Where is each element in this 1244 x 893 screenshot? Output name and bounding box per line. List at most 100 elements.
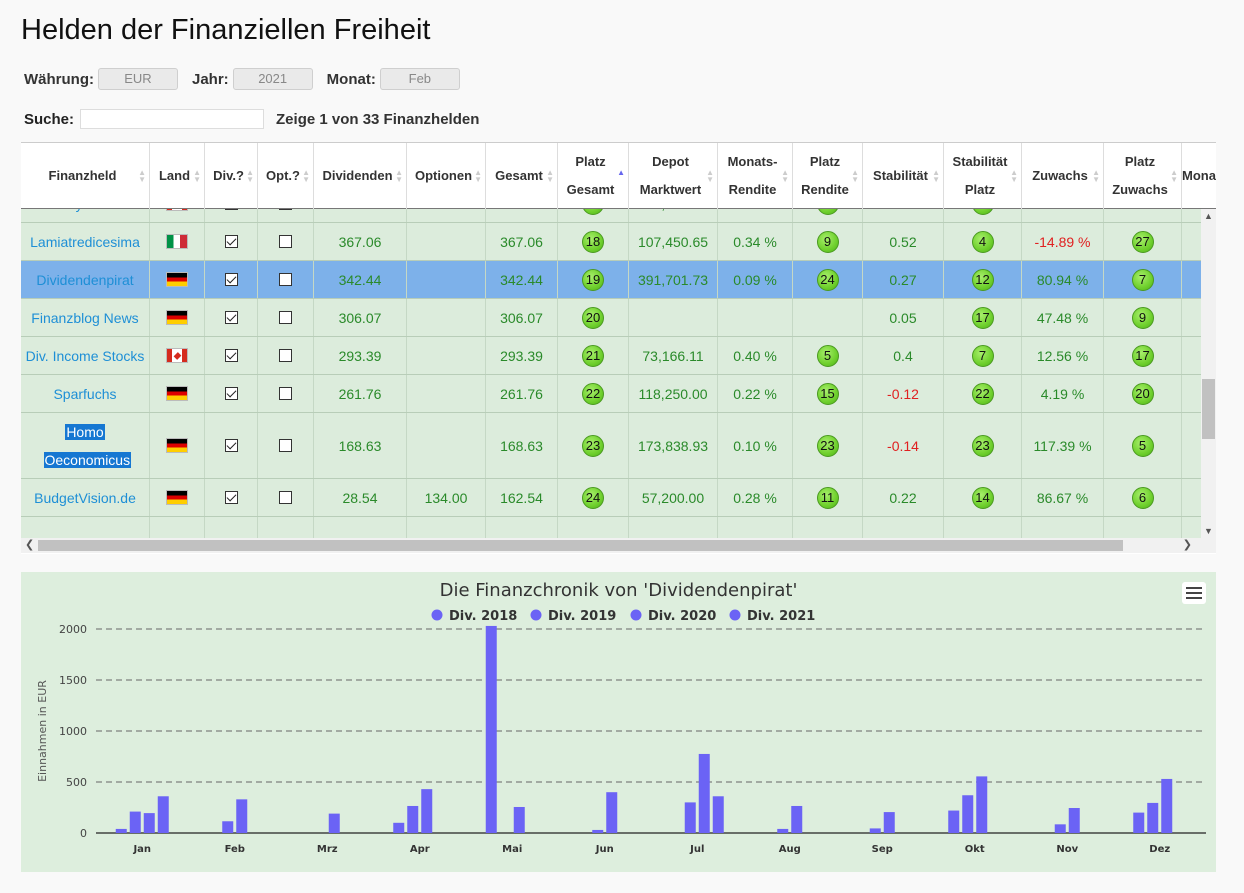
year-select[interactable]: 2021	[232, 68, 313, 90]
sort-icon[interactable]: ▲ ▼	[138, 168, 146, 184]
sort-icon[interactable]: ▲ ▼	[546, 168, 554, 184]
legend-item[interactable]: Div. 2021	[747, 609, 815, 624]
bar-div-2020-jun[interactable]	[606, 792, 618, 833]
horizontal-scroll-thumb[interactable]	[38, 540, 1123, 551]
search-input[interactable]	[80, 109, 265, 129]
bar-div-2019-apr[interactable]	[407, 805, 419, 833]
bar-div-2019-jul[interactable]	[684, 802, 696, 833]
hero-name-link[interactable]: Sparfuchs	[53, 385, 117, 402]
bar-div-2018-mai[interactable]	[485, 625, 497, 833]
sort-icon[interactable]: ▲ ▼	[302, 168, 310, 184]
column-header-stabilitaet[interactable]: Stabilität ▲ ▼	[863, 143, 944, 209]
legend-marker[interactable]	[630, 609, 642, 621]
hero-name-link[interactable]: BudgetVision.de	[34, 489, 136, 506]
vertical-scroll-thumb[interactable]	[1202, 379, 1215, 439]
sort-icon[interactable]: ▲ ▼	[1010, 168, 1018, 184]
column-header-depot[interactable]: Depot Marktwert ▲ ▼	[629, 143, 718, 209]
currency-select[interactable]: EUR	[97, 68, 178, 90]
hero-name-link[interactable]: Money Master	[41, 209, 130, 218]
column-header-platz_rendite[interactable]: Platz Rendite ▲ ▼	[793, 143, 863, 209]
scroll-left-icon[interactable]: ❮	[25, 539, 35, 551]
table-row[interactable]: Money Master 380.58 380.58 17 298,586.64 0.13…	[21, 209, 1201, 223]
bar-div-2019-jun[interactable]	[592, 829, 604, 833]
scroll-up-icon[interactable]: ▲	[1204, 211, 1213, 221]
hero-name-link[interactable]: Finanzblog News	[31, 309, 139, 326]
bar-div-2019-aug[interactable]	[777, 828, 789, 833]
sort-icon[interactable]: ▲ ▼	[932, 168, 940, 184]
bar-div-2020-nov[interactable]	[1068, 808, 1080, 833]
cell-name[interactable]: Homo Oeconomicus	[21, 413, 150, 478]
column-header-platz_stab[interactable]: Stabilität Platz ▲ ▼	[944, 143, 1022, 209]
table-row[interactable]	[21, 517, 1201, 538]
bar-div-2020-mrz[interactable]	[328, 813, 340, 833]
table-row[interactable]: Lamiatredicesima 367.06 367.06 18 107,450.65…	[21, 223, 1201, 261]
table-row[interactable]: Homo Oeconomicus 168.63 168.63 23 173,838.93 0…	[21, 413, 1201, 479]
sort-icon[interactable]: ▲ ▼	[781, 168, 789, 184]
column-header-mona[interactable]: Mona	[1182, 143, 1216, 209]
sort-icon[interactable]: ▲ ▼	[395, 168, 403, 184]
sort-icon[interactable]: ▲ ▼	[1170, 168, 1178, 184]
sort-icon[interactable]: ▲ ▼	[474, 168, 482, 184]
column-header-opt[interactable]: Opt.? ▲ ▼	[258, 143, 314, 209]
bar-div-2019-jan[interactable]	[129, 811, 141, 833]
column-header-zuwachs[interactable]: Zuwachs ▲ ▼	[1022, 143, 1104, 209]
bar-div-2019-okt[interactable]	[962, 795, 974, 833]
column-header-optionen[interactable]: Optionen ▲ ▼	[407, 143, 486, 209]
bar-div-2020-aug[interactable]	[791, 805, 803, 833]
column-header-div[interactable]: Div.? ▲ ▼	[205, 143, 258, 209]
table-row[interactable]: Dividendenpirat 342.44 342.44 19 391,701.73 0…	[21, 261, 1201, 299]
table-row[interactable]: Div. Income Stocks 293.39 293.39 21 73,166.1…	[21, 337, 1201, 375]
column-header-platz_zuwachs[interactable]: Platz Zuwachs ▲ ▼	[1104, 143, 1182, 209]
bar-div-2019-dez[interactable]	[1147, 802, 1159, 833]
hero-name-link[interactable]: Lamiatredicesima	[30, 233, 140, 250]
legend-marker[interactable]	[530, 609, 542, 621]
scroll-down-icon[interactable]: ▼	[1204, 526, 1213, 536]
column-header-dividenden[interactable]: Dividenden ▲ ▼	[314, 143, 407, 209]
cell-name[interactable]: Lamiatredicesima	[21, 223, 150, 260]
cell-name[interactable]: BudgetVision.de	[21, 479, 150, 516]
sort-icon[interactable]: ▲ ▼	[246, 168, 254, 184]
column-header-land[interactable]: Land ▲ ▼	[150, 143, 205, 209]
cell-name[interactable]: Div. Income Stocks	[21, 337, 150, 374]
bar-div-2018-dez[interactable]	[1133, 812, 1145, 833]
bar-div-2020-dez[interactable]	[1161, 778, 1173, 833]
scroll-right-icon[interactable]: ❯	[1182, 539, 1192, 551]
sort-icon[interactable]: ▲ ▼	[706, 168, 714, 184]
bar-div-2018-jan[interactable]	[115, 828, 127, 833]
table-row[interactable]: BudgetVision.de 28.54 134.00 162.54 24 57,200…	[21, 479, 1201, 517]
bar-div-2020-jul[interactable]	[698, 753, 710, 833]
table-body[interactable]: Money Master 380.58 380.58 17 298,586.64 0.13…	[21, 209, 1201, 538]
bar-div-2019-feb[interactable]	[222, 821, 234, 833]
legend-item[interactable]: Div. 2018	[449, 609, 517, 624]
horizontal-scrollbar[interactable]: ❮ ❯	[21, 538, 1216, 553]
sort-icon[interactable]: ▲ ▼	[193, 168, 201, 184]
sort-icon[interactable]: ▲ ▼	[851, 168, 859, 184]
hero-name-link[interactable]: Dividendenpirat	[36, 271, 134, 288]
vertical-scrollbar[interactable]: ▲ ▼	[1201, 209, 1216, 538]
bar-div-2019-nov[interactable]	[1054, 824, 1066, 833]
bar-div-2020-feb[interactable]	[236, 799, 248, 833]
chart-menu-icon[interactable]	[1182, 582, 1206, 604]
column-header-name[interactable]: Finanzheld ▲ ▼	[21, 143, 150, 209]
legend-item[interactable]: Div. 2019	[548, 609, 616, 624]
bar-div-2020-mai[interactable]	[513, 806, 525, 833]
bar-div-2020-sep[interactable]	[883, 812, 895, 833]
legend-marker[interactable]	[431, 609, 443, 621]
cell-name[interactable]	[21, 517, 150, 538]
cell-name[interactable]: Sparfuchs	[21, 375, 150, 412]
bar-div-2020-okt[interactable]	[976, 776, 988, 833]
bar-div-2020-jan[interactable]	[143, 813, 155, 833]
bar-div-2018-okt[interactable]	[948, 810, 960, 833]
column-header-rendite[interactable]: Monats- Rendite ▲ ▼	[718, 143, 793, 209]
legend-marker[interactable]	[729, 609, 741, 621]
bar-div-2020-apr[interactable]	[421, 789, 433, 833]
bar-div-2021-jan[interactable]	[157, 796, 169, 833]
legend-item[interactable]: Div. 2020	[648, 609, 716, 624]
table-row[interactable]: Finanzblog News 306.07 306.07 20 0.05 17 47.48…	[21, 299, 1201, 337]
bar-div-2018-apr[interactable]	[393, 822, 405, 833]
sort-asc-icon[interactable]: ▲	[617, 168, 625, 177]
column-header-gesamt[interactable]: Gesamt ▲ ▼	[486, 143, 558, 209]
bar-div-2021-jul[interactable]	[712, 796, 724, 833]
cell-name[interactable]: Money Master	[21, 209, 150, 222]
column-header-platz_gesamt[interactable]: Platz Gesamt ▲	[558, 143, 629, 209]
